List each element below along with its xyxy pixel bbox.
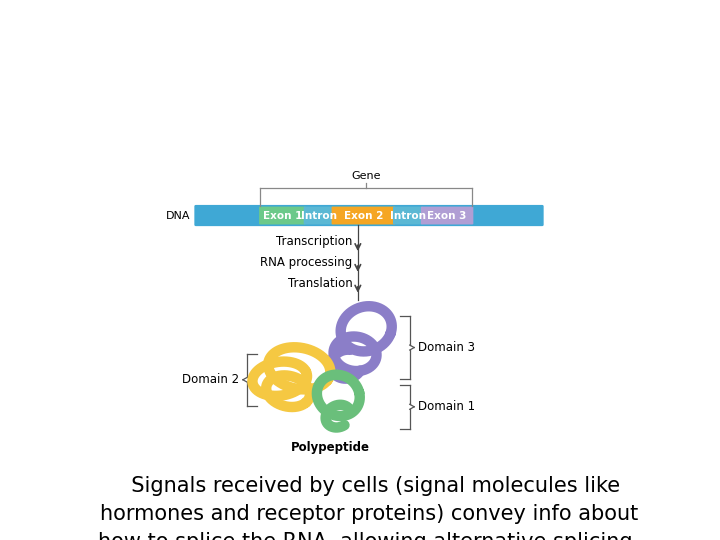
Text: Polypeptide: Polypeptide [290, 441, 369, 454]
Text: Exon 1: Exon 1 [263, 211, 302, 220]
Text: Domain 2: Domain 2 [182, 373, 239, 386]
Text: Intron: Intron [301, 211, 337, 220]
FancyBboxPatch shape [194, 205, 544, 226]
FancyBboxPatch shape [304, 207, 334, 225]
FancyBboxPatch shape [421, 207, 473, 225]
Text: Intron: Intron [390, 211, 426, 220]
Text: Exon 2: Exon 2 [343, 211, 383, 220]
Text: Translation: Translation [287, 276, 352, 289]
Text: Domain 1: Domain 1 [418, 400, 475, 413]
Text: Exon 3: Exon 3 [428, 211, 467, 220]
FancyBboxPatch shape [259, 207, 306, 225]
FancyBboxPatch shape [393, 207, 423, 225]
FancyBboxPatch shape [332, 207, 395, 225]
Text: Domain 3: Domain 3 [418, 341, 475, 354]
Text: Transcription: Transcription [276, 235, 352, 248]
Text: RNA processing: RNA processing [260, 256, 352, 269]
Text: Signals received by cells (signal molecules like
hormones and receptor proteins): Signals received by cells (signal molecu… [99, 476, 639, 540]
Text: Gene: Gene [351, 171, 381, 181]
Text: DNA: DNA [166, 211, 190, 220]
